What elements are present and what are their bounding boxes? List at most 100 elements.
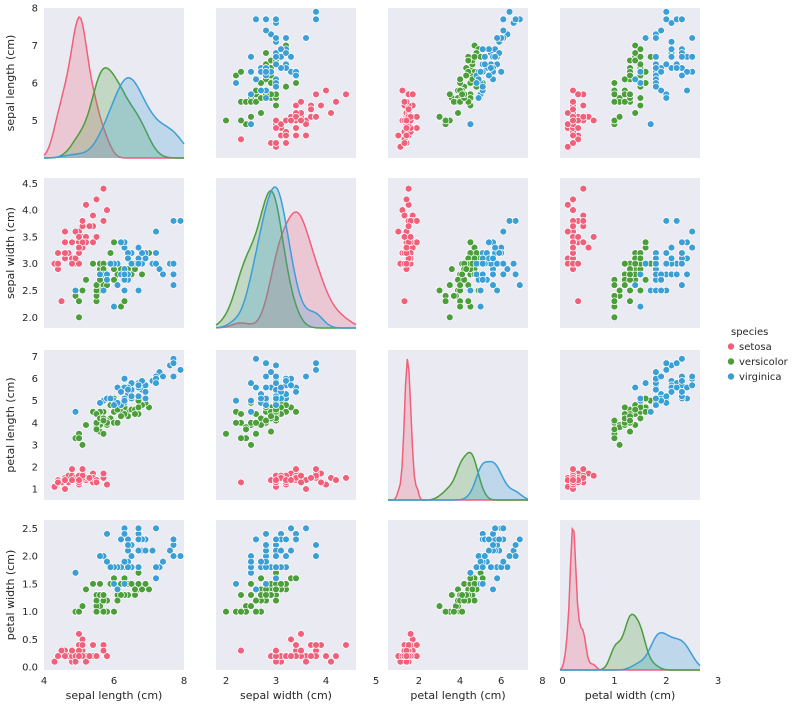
point-setosa	[297, 471, 305, 480]
point-virginica	[103, 530, 111, 538]
point-virginica	[120, 286, 129, 295]
point-virginica	[312, 541, 320, 549]
point-versicolor	[92, 281, 101, 289]
point-setosa	[402, 116, 411, 125]
point-virginica	[141, 394, 150, 403]
point-versicolor	[435, 602, 444, 610]
point-virginica	[672, 359, 681, 367]
point-virginica	[152, 563, 160, 571]
point-setosa	[99, 217, 108, 225]
point-virginica	[134, 524, 143, 533]
point-versicolor	[257, 109, 265, 117]
point-virginica	[169, 270, 178, 279]
point-virginica	[478, 259, 487, 268]
point-virginica	[485, 546, 493, 555]
point-virginica	[636, 394, 645, 403]
point-virginica	[652, 385, 660, 394]
point-setosa	[287, 116, 295, 125]
x-tick-label: 6	[498, 676, 504, 687]
point-versicolor	[446, 281, 454, 289]
point-virginica	[662, 8, 671, 16]
point-versicolor	[292, 79, 300, 87]
point-virginica	[247, 53, 255, 61]
point-virginica	[292, 535, 300, 544]
point-virginica	[491, 524, 499, 533]
point-virginica	[106, 563, 115, 571]
point-versicolor	[610, 416, 619, 425]
point-setosa	[317, 101, 325, 110]
point-virginica	[499, 26, 508, 35]
point-virginica	[272, 15, 280, 24]
point-versicolor	[237, 116, 245, 125]
point-virginica	[124, 385, 132, 394]
y-tick-label: 5	[32, 396, 38, 407]
kde-line-virginica	[215, 186, 356, 329]
point-virginica	[652, 34, 660, 42]
point-setosa	[569, 86, 577, 95]
point-setosa	[406, 233, 415, 241]
point-virginica	[117, 238, 125, 247]
point-setosa	[85, 222, 94, 230]
point-virginica	[657, 372, 665, 381]
panel-petal-length-vs-petal-width	[560, 350, 700, 500]
x-tick-label: 0	[559, 676, 565, 687]
point-setosa	[579, 238, 588, 247]
point-virginica	[155, 265, 164, 273]
point-virginica	[134, 535, 143, 544]
y-tick-label: 3.0	[22, 259, 38, 270]
point-setosa	[307, 474, 315, 482]
point-virginica	[141, 546, 150, 555]
point-setosa	[342, 474, 350, 482]
point-setosa	[272, 646, 280, 655]
legend: species setosa versicolor virginica	[727, 327, 789, 383]
point-setosa	[413, 217, 421, 225]
point-versicolor	[610, 116, 619, 125]
point-virginica	[662, 259, 671, 268]
point-virginica	[247, 90, 255, 99]
point-versicolor	[636, 286, 645, 295]
point-virginica	[652, 394, 660, 403]
point-versicolor	[292, 408, 300, 416]
point-setosa	[68, 238, 76, 247]
point-versicolor	[232, 71, 240, 80]
point-virginica	[485, 535, 493, 544]
point-virginica	[505, 217, 514, 225]
point-virginica	[166, 546, 174, 555]
point-setosa	[402, 652, 411, 660]
panel-sepal-width-vs-petal-width	[560, 178, 700, 328]
point-virginica	[247, 68, 255, 76]
point-virginica	[267, 368, 275, 376]
x-tick-label: 3	[715, 676, 721, 687]
kde-fill-versicolor	[388, 452, 528, 500]
point-virginica	[272, 535, 280, 544]
kde-line-virginica	[560, 631, 701, 671]
point-virginica	[272, 34, 280, 42]
point-virginica	[272, 53, 280, 61]
point-virginica	[476, 68, 485, 76]
point-virginica	[120, 374, 129, 383]
point-versicolor	[636, 101, 645, 110]
panel-petal-width-vs-sepal-length	[44, 520, 185, 670]
y-tick-label: 5	[32, 116, 38, 127]
point-virginica	[487, 64, 495, 72]
point-versicolor	[113, 419, 122, 427]
point-virginica	[657, 26, 665, 35]
point-setosa	[413, 641, 421, 649]
panel-petal-length-vs-sepal-width	[216, 350, 356, 500]
point-virginica	[688, 381, 696, 390]
point-virginica	[495, 535, 503, 544]
point-virginica	[287, 546, 295, 555]
point-versicolor	[138, 270, 146, 279]
point-virginica	[262, 401, 270, 409]
point-virginica	[662, 60, 671, 69]
point-versicolor	[610, 79, 619, 87]
point-virginica	[672, 270, 681, 279]
point-virginica	[509, 259, 518, 268]
point-setosa	[272, 476, 280, 484]
point-setosa	[413, 238, 421, 247]
point-setosa	[68, 259, 76, 268]
point-virginica	[662, 94, 671, 102]
point-setosa	[569, 98, 577, 106]
point-versicolor	[267, 412, 275, 420]
point-setosa	[71, 657, 80, 666]
